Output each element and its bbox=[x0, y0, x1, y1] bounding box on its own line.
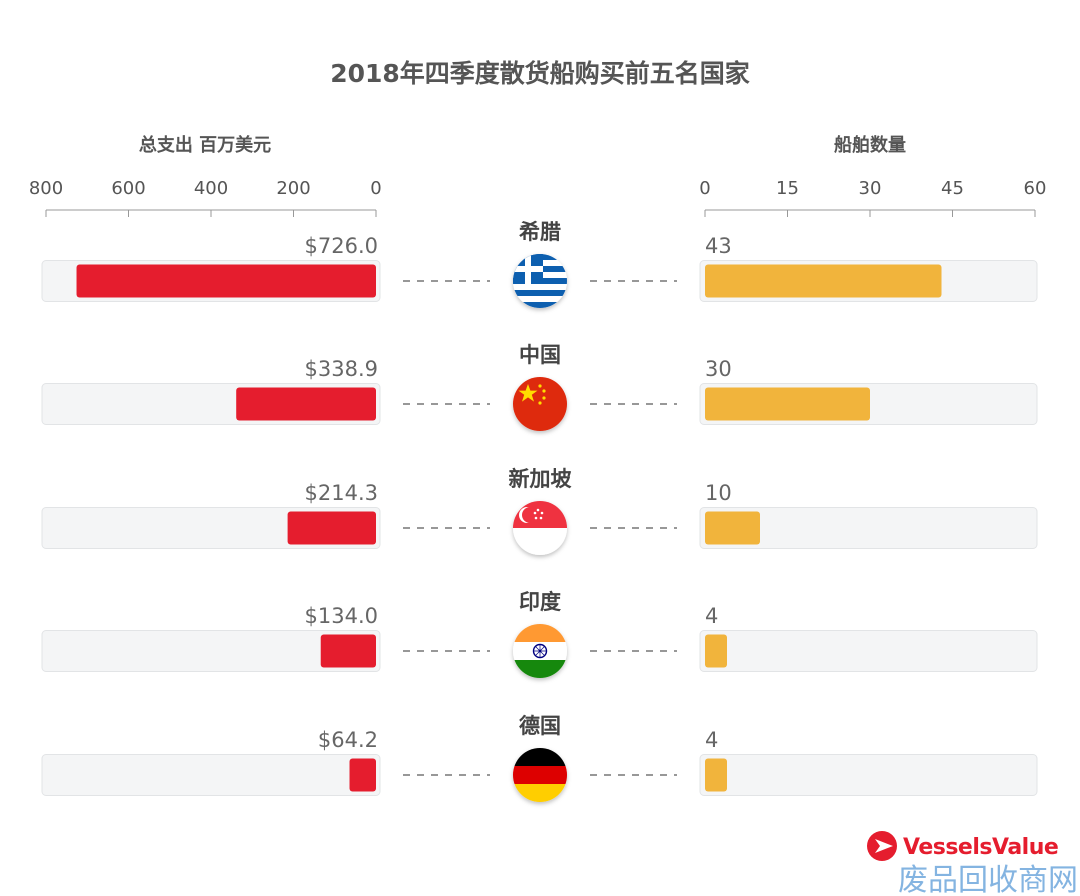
india-flag bbox=[513, 624, 567, 678]
country-label: 中国 bbox=[519, 343, 561, 367]
right-axis-title: 船舶数量 bbox=[834, 134, 906, 156]
right-tick-label: 15 bbox=[776, 178, 799, 199]
watermark: 废品回收商网 bbox=[898, 863, 1078, 896]
spend-value-label: $64.2 bbox=[318, 728, 378, 752]
chart-row: $214.3 10 新加坡 bbox=[41, 467, 1038, 549]
left-tick-label: 600 bbox=[111, 178, 145, 199]
vessel-count-label: 43 bbox=[705, 234, 732, 258]
chart-row: $338.9 30 中国 bbox=[41, 343, 1038, 425]
right-tick-label: 45 bbox=[941, 178, 964, 199]
left-tick-label: 400 bbox=[194, 178, 228, 199]
spend-value-label: $726.0 bbox=[305, 234, 378, 258]
brand-logo: VesselsValue bbox=[867, 831, 1059, 861]
vessel-count-label: 4 bbox=[705, 728, 718, 752]
germany-flag bbox=[513, 748, 567, 802]
left-axis-title: 总支出 百万美元 bbox=[139, 134, 271, 156]
left-bar-track bbox=[41, 630, 381, 672]
right-bar-track bbox=[699, 630, 1038, 672]
spend-bar bbox=[287, 511, 376, 545]
vessel-count-label: 4 bbox=[705, 604, 718, 628]
chart-row: $64.2 4 德国 bbox=[41, 714, 1038, 796]
greece-flag bbox=[513, 254, 567, 308]
vessel-count-bar bbox=[705, 634, 727, 668]
spend-bar bbox=[320, 634, 376, 668]
country-label: 新加坡 bbox=[509, 467, 572, 491]
vessel-count-bar bbox=[705, 758, 727, 792]
spend-bar bbox=[349, 758, 376, 792]
left-bar-track bbox=[41, 754, 381, 796]
right-tick-label: 60 bbox=[1024, 178, 1047, 199]
left-tick-label: 800 bbox=[29, 178, 63, 199]
vesselsvalue-logo-icon bbox=[867, 831, 897, 861]
country-label: 希腊 bbox=[519, 220, 561, 244]
spend-bar bbox=[236, 387, 376, 421]
vessel-count-label: 10 bbox=[705, 481, 732, 505]
country-label: 印度 bbox=[519, 590, 561, 614]
spend-bar bbox=[76, 264, 377, 298]
singapore-flag bbox=[513, 501, 567, 555]
chart-row: $134.0 4 印度 bbox=[41, 590, 1038, 672]
country-label: 德国 bbox=[519, 714, 561, 738]
vessel-count-bar bbox=[705, 387, 870, 421]
right-bar-track bbox=[699, 507, 1038, 549]
chart-rows: $726.0 43 希腊 $338.9 30 中国 $214.3 10 新加坡 $134.0 4 印度… bbox=[41, 220, 1038, 796]
chart-title: 2018年四季度散货船购买前五名国家 bbox=[330, 59, 750, 88]
vessel-count-bar bbox=[705, 511, 760, 545]
left-axis: 800 600 400 200 0 bbox=[29, 178, 382, 217]
brand-name: VesselsValue bbox=[903, 835, 1058, 860]
china-flag bbox=[513, 377, 567, 431]
vessel-count-label: 30 bbox=[705, 357, 732, 381]
left-tick-label: 200 bbox=[276, 178, 310, 199]
right-bar-track bbox=[699, 754, 1038, 796]
vessel-count-bar bbox=[705, 264, 942, 298]
watermark-text: 废品回收商网 bbox=[898, 863, 1078, 896]
right-tick-label: 30 bbox=[859, 178, 882, 199]
chart-row: $726.0 43 希腊 bbox=[41, 220, 1038, 302]
left-tick-label: 0 bbox=[370, 178, 381, 199]
right-axis: 0 15 30 45 60 bbox=[699, 178, 1046, 217]
spend-value-label: $338.9 bbox=[305, 357, 378, 381]
right-tick-label: 0 bbox=[699, 178, 710, 199]
spend-value-label: $214.3 bbox=[305, 481, 378, 505]
spend-value-label: $134.0 bbox=[305, 604, 378, 628]
